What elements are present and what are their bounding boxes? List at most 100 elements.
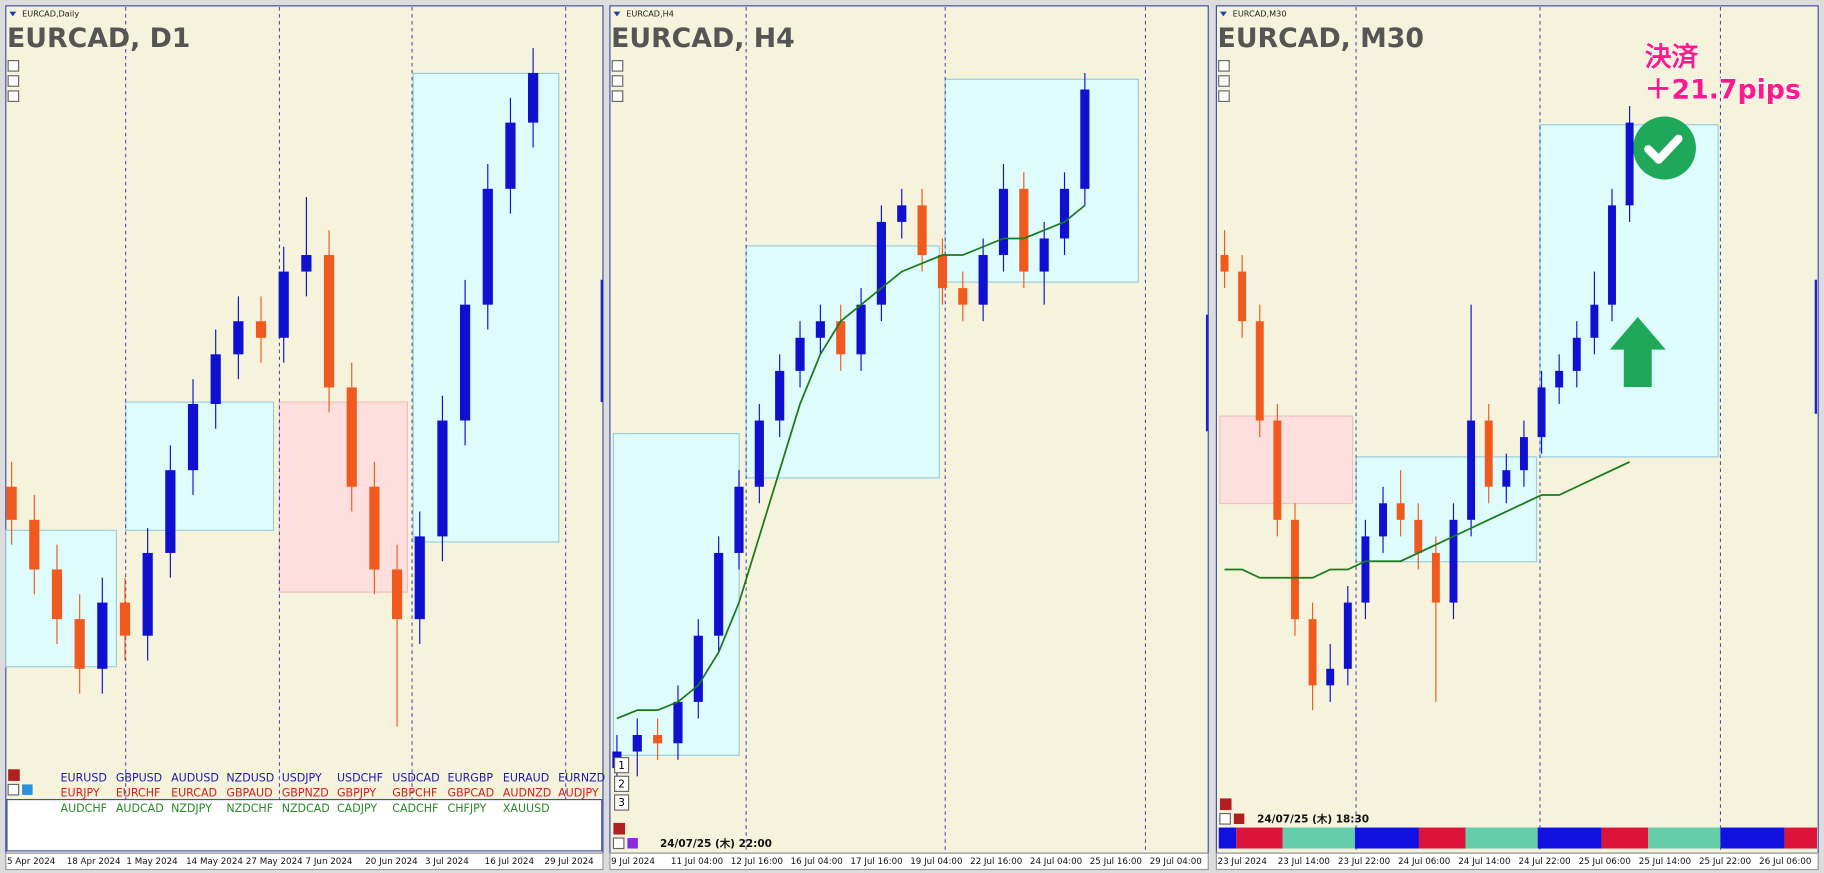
candle-body	[187, 403, 199, 471]
candle-body	[278, 271, 289, 338]
chart-label: EURCAD,H4	[626, 8, 674, 18]
symbol-name: CADCHF	[392, 802, 438, 815]
status-cell	[1282, 827, 1355, 849]
candle-body	[673, 701, 683, 744]
status-cell	[1601, 827, 1649, 849]
x-tick-label: 29 Jul 04:00	[1150, 857, 1202, 867]
zone-box	[412, 72, 560, 543]
status-cell	[1354, 827, 1419, 849]
candle-body	[632, 734, 642, 752]
symbol-table	[6, 798, 603, 852]
x-tick-label: 25 Jul 14:00	[1639, 857, 1691, 867]
toggle-button[interactable]	[22, 784, 33, 795]
symbol-name: CADJPY	[337, 802, 377, 815]
x-tick-label: 11 Jul 04:00	[671, 857, 723, 867]
candle-body	[1572, 337, 1581, 371]
candle-body	[1273, 420, 1282, 520]
candle-body	[1414, 519, 1423, 553]
date-axis	[5, 852, 604, 871]
x-tick-label: 25 Jul 16:00	[1090, 857, 1142, 867]
symbol-name: NZDCAD	[282, 802, 330, 815]
candle-body	[301, 255, 312, 272]
candle-body	[1555, 370, 1564, 388]
candle-body	[142, 552, 153, 636]
status-cell	[1537, 827, 1602, 849]
dropdown-arrow	[9, 11, 17, 17]
close-button[interactable]	[1219, 812, 1231, 825]
candle-body	[1080, 89, 1090, 189]
result-annotation: 決済	[1645, 41, 1699, 73]
candle-body	[233, 321, 244, 355]
chart-label: EURCAD,Daily	[22, 8, 79, 18]
x-tick-label: 22 Jul 16:00	[970, 857, 1022, 867]
close-button[interactable]	[612, 837, 625, 850]
scroll-marker	[1205, 314, 1209, 432]
candle-body	[1379, 503, 1388, 537]
symbol-name: AUDCAD	[116, 802, 164, 815]
candle-body	[775, 370, 785, 421]
candle-body	[937, 255, 948, 289]
candle-body	[97, 602, 108, 669]
x-tick-label: 24 Jul 06:00	[1398, 857, 1450, 867]
minimize-button[interactable]	[613, 822, 626, 835]
candle-body	[1537, 387, 1546, 438]
x-tick-label: 17 Jul 16:00	[850, 857, 902, 867]
minimize-button[interactable]	[1219, 798, 1232, 811]
candle-body	[856, 304, 866, 355]
toggle-button[interactable]	[627, 838, 638, 849]
scale-button	[7, 90, 20, 102]
x-tick-label: 23 Jul 2024	[1218, 857, 1268, 867]
candle-body	[6, 486, 17, 520]
symbol-name: EURNZD	[558, 772, 605, 785]
x-tick-label: 27 May 2024	[246, 857, 303, 867]
symbol-name: AUDJPY	[558, 787, 599, 800]
symbol-name: AUDUSD	[171, 772, 219, 785]
minimize-button[interactable]	[8, 769, 20, 781]
scale-button	[1218, 60, 1230, 72]
candle-body	[119, 602, 131, 636]
x-tick-label: 3 Jul 2024	[425, 857, 469, 867]
close-button[interactable]	[7, 783, 20, 796]
candle-body	[255, 321, 267, 338]
zone-box	[1219, 415, 1354, 505]
candle-body	[1059, 188, 1070, 239]
x-tick-label: 26 Jul 06:00	[1759, 857, 1811, 867]
timestamp: 24/07/25 (木) 18:30	[1257, 812, 1369, 825]
symbol-name: GBPNZD	[282, 787, 329, 800]
candle-body	[815, 321, 825, 338]
candle-body	[369, 486, 380, 570]
panel-button-label: 1	[618, 760, 625, 772]
candle-body	[978, 255, 988, 305]
x-tick-label: 12 Jul 16:00	[731, 857, 783, 867]
x-tick-label: 20 Jun 2024	[365, 857, 418, 867]
candle-body	[1590, 304, 1599, 338]
status-cell	[1418, 827, 1466, 849]
symbol-name: GBPCHF	[392, 787, 437, 800]
scroll-marker	[600, 279, 603, 403]
x-tick-label: 25 Jul 06:00	[1579, 857, 1631, 867]
x-tick-label: 23 Jul 22:00	[1338, 857, 1390, 867]
result-annotation: ＋21.7pips	[1645, 74, 1801, 105]
symbol-name: AUDCHF	[61, 802, 108, 815]
candle-body	[51, 569, 63, 620]
chart-title: EURCAD, H4	[611, 23, 795, 54]
candle-body	[754, 420, 764, 487]
status-cell	[1720, 827, 1785, 849]
moving-average	[1224, 461, 1630, 579]
zone-box	[745, 245, 940, 479]
scale-button	[7, 60, 20, 72]
scroll-marker	[1814, 279, 1818, 414]
symbol-name: NZDCHF	[226, 802, 273, 815]
candle-body	[1625, 122, 1634, 206]
toggle-button[interactable]	[1233, 813, 1245, 825]
candle-body	[998, 188, 1009, 256]
panel-button	[614, 757, 630, 774]
check-mark	[1644, 134, 1683, 164]
x-tick-label: 14 May 2024	[186, 857, 243, 867]
status-bar	[1218, 827, 1818, 849]
status-cell	[1218, 827, 1237, 849]
x-tick-label: 16 Jul 2024	[485, 857, 535, 867]
scale-button	[7, 75, 20, 87]
